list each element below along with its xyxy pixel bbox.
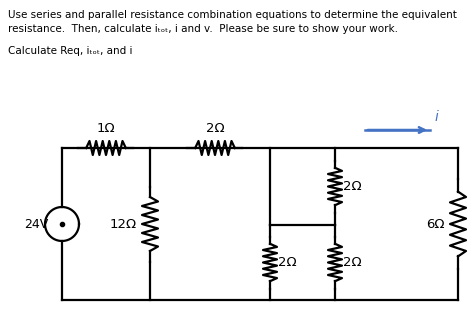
- Text: Calculate Req, iₜₒₜ, and i: Calculate Req, iₜₒₜ, and i: [8, 46, 133, 56]
- Text: 24V: 24V: [24, 217, 48, 231]
- Text: 2Ω: 2Ω: [343, 180, 362, 193]
- Text: 2Ω: 2Ω: [343, 256, 362, 269]
- Text: 12Ω: 12Ω: [110, 217, 137, 231]
- Text: 2Ω: 2Ω: [206, 122, 224, 135]
- Text: Use series and parallel resistance combination equations to determine the equiva: Use series and parallel resistance combi…: [8, 10, 457, 20]
- Text: i: i: [435, 110, 439, 124]
- Text: 2Ω: 2Ω: [278, 256, 297, 269]
- Text: resistance.  Then, calculate iₜₒₜ, i and v.  Please be sure to show your work.: resistance. Then, calculate iₜₒₜ, i and …: [8, 24, 398, 34]
- Text: 6Ω: 6Ω: [426, 217, 445, 231]
- Text: 1Ω: 1Ω: [97, 122, 115, 135]
